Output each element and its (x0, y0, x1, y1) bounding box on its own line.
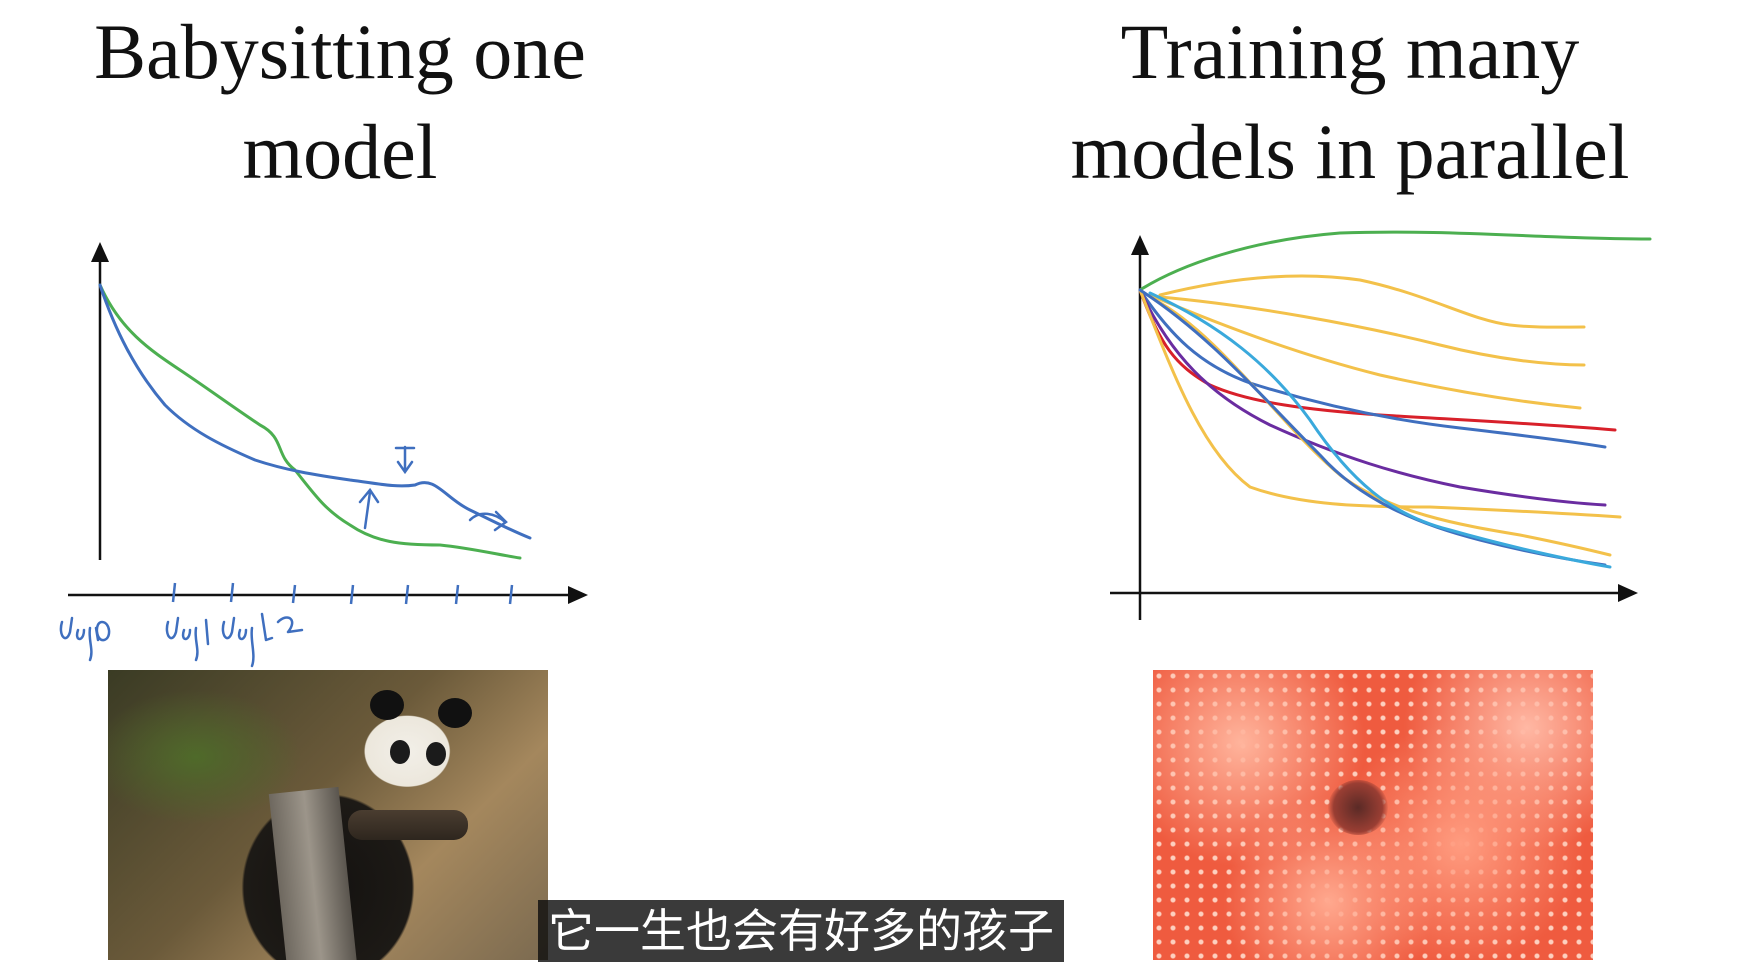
left-x-arrowhead (568, 586, 588, 604)
panda-eye-left (390, 740, 410, 764)
title-parallel-line1: Training many (1120, 8, 1580, 95)
left-annotation-arrow-right (468, 510, 508, 532)
left-annotation-arrow-up (358, 487, 380, 530)
right-curve-yellow-4 (1138, 288, 1622, 519)
right-curve-yellow-3 (1148, 293, 1582, 410)
panda-ear-left (370, 690, 404, 720)
right-curve-blue-2 (1138, 288, 1607, 567)
left-curve-green (98, 283, 522, 560)
panda-photo-log (348, 810, 468, 840)
right-curve-green (1138, 230, 1652, 292)
panda-ear-right (438, 698, 472, 728)
right-curve-cyan (1148, 291, 1612, 569)
right-curve-purple (1138, 288, 1607, 507)
right-x-arrowhead (1618, 584, 1638, 602)
left-handwritten-day-labels (59, 612, 304, 668)
right-curve-yellow-1 (1158, 274, 1586, 329)
right-y-arrowhead (1131, 235, 1149, 255)
video-subtitle: 它一生也会有好多的孩子 (538, 900, 1064, 962)
fish-roe-photo-shadow (1328, 780, 1388, 835)
left-curve-blue (98, 283, 532, 540)
right-curve-yellow-2 (1158, 295, 1586, 367)
left-y-arrowhead (91, 242, 109, 262)
title-parallel-line2: models in parallel (1070, 108, 1630, 195)
left-axes (68, 250, 580, 597)
right-axes (1110, 243, 1630, 620)
label-day-1 (165, 616, 210, 662)
panda-eye-right (426, 742, 446, 766)
babysitting-sketch (59, 242, 588, 668)
left-x-ticks (171, 582, 514, 605)
title-parallel: Training many models in parallel (960, 2, 1740, 202)
label-day-0 (59, 616, 111, 662)
title-babysitting-line2: model (242, 108, 438, 195)
panda-photo (108, 670, 548, 960)
panda-photo-post (268, 786, 358, 960)
left-annotation-arrow-down (394, 445, 416, 475)
title-babysitting: Babysitting one model (0, 2, 680, 202)
right-curve-blue (1138, 288, 1607, 449)
right-curve-yellow-5 (1153, 298, 1612, 557)
right-curve-red (1138, 288, 1617, 432)
fish-roe-photo (1153, 670, 1593, 960)
title-babysitting-line1: Babysitting one (94, 8, 586, 95)
parallel-sketch (1110, 230, 1652, 620)
label-day-2 (221, 612, 304, 668)
